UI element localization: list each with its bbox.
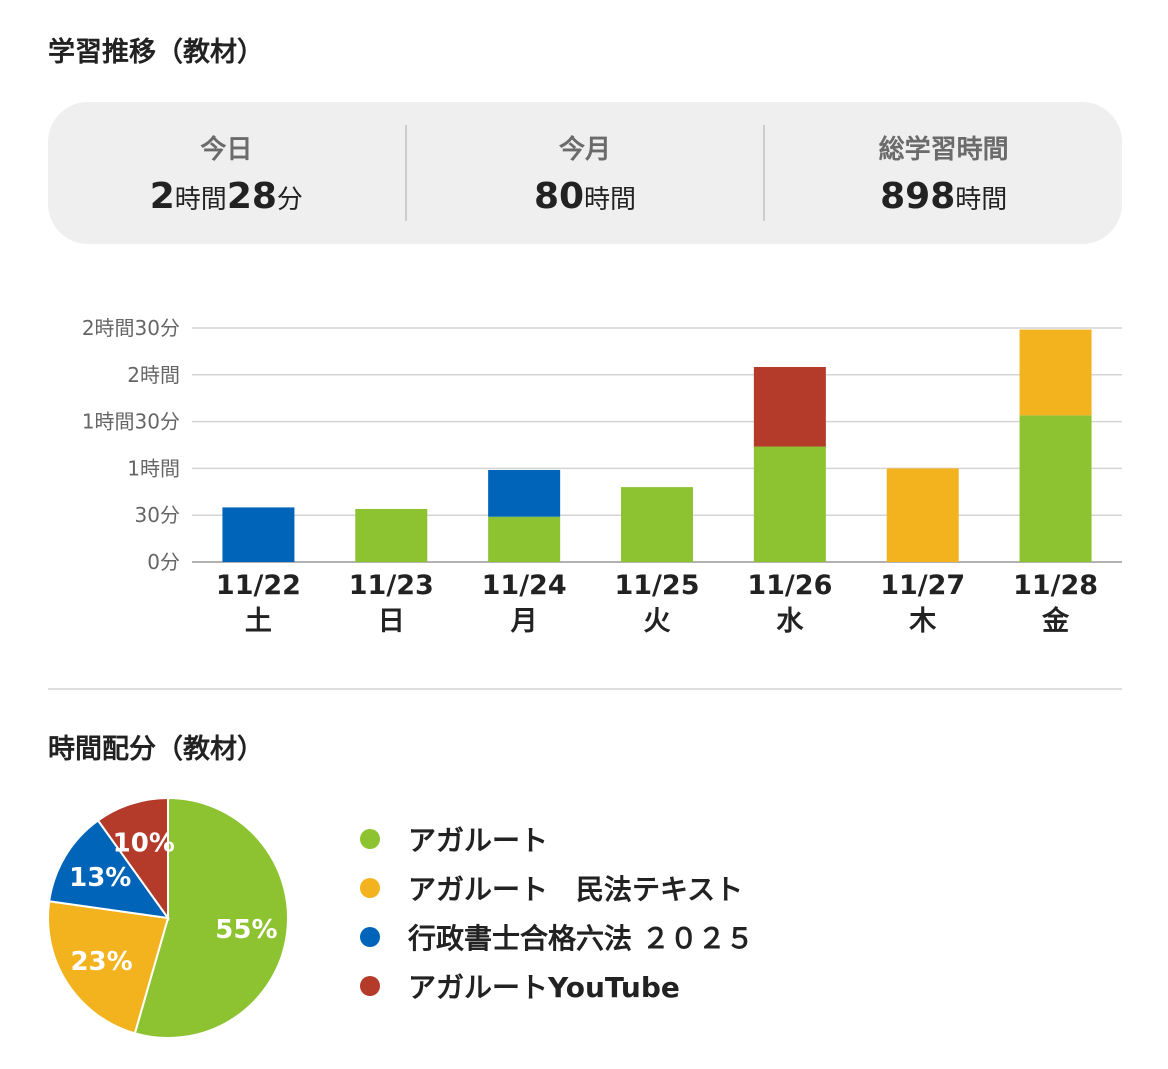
trend-title: 学習推移（教材）	[48, 37, 264, 68]
bar-segment	[488, 516, 561, 562]
stat-month-value: 80時間	[534, 176, 636, 217]
x-tick-weekday: 金	[1041, 605, 1070, 637]
stat-total-hours: 898	[880, 176, 956, 217]
bar-segment	[1019, 329, 1092, 416]
summary-panel: 今日 2時間28分 今月 80時間 総学習時間 898時間	[48, 102, 1122, 244]
x-tick-date: 11/24	[482, 570, 567, 601]
pie-slice	[133, 796, 289, 1039]
stat-today: 今日 2時間28分	[48, 125, 405, 221]
legend-label: アガルート 民法テキスト	[408, 872, 744, 906]
y-tick-label: 30分	[135, 503, 180, 527]
legend-color-dot	[360, 877, 380, 898]
x-tick-weekday: 火	[644, 606, 671, 637]
legend-item: アガルート	[360, 814, 754, 863]
x-axis-ticks: 11/22 土 11/23 日 11/24 月 11/25 火 11/26 水 11/27 木 11/2…	[216, 570, 1098, 637]
stat-today-hours: 2	[149, 176, 175, 217]
stat-total-label: 総学習時間	[878, 135, 1009, 165]
legend-label: アガルート	[408, 823, 549, 857]
y-tick-label: 1時間30分	[82, 410, 180, 434]
pie-legend: アガルートアガルート 民法テキスト 行政書士合格六法 ２０２５ アガルートYouTu…	[360, 814, 754, 1010]
y-tick-label: 2時間30分	[82, 316, 180, 340]
pie-slice	[96, 796, 169, 922]
stat-today-minutes: 28	[226, 176, 277, 217]
bar-segment	[886, 468, 959, 562]
stat-month-label: 今月	[559, 135, 612, 165]
stat-today-value: 2時間28分	[150, 176, 303, 217]
legend-color-dot	[360, 975, 380, 996]
x-tick-date: 11/27	[880, 570, 965, 601]
allocation-title: 時間配分（教材）	[48, 734, 264, 765]
pie-slice-label: 10%	[113, 829, 175, 859]
pie-slices	[47, 796, 289, 1039]
x-tick-date: 11/22	[216, 570, 301, 601]
bar-segment	[621, 487, 693, 562]
pie-slice-label: 13%	[69, 863, 131, 893]
stat-today-hours-unit: 時間	[174, 185, 227, 215]
bar-segment	[753, 446, 826, 562]
bars	[222, 329, 1092, 562]
grid-lines	[192, 327, 1122, 563]
pie-slice-label: 23%	[70, 947, 132, 977]
y-axis-ticks: 0分 30分 1時間 1時間30分 2時間 2時間30分	[82, 316, 180, 574]
legend-label: アガルートYouTube	[408, 970, 680, 1004]
bar-segment	[222, 507, 295, 562]
stat-month-hours-unit: 時間	[584, 185, 637, 215]
legend-color-dot	[360, 926, 380, 947]
stat-today-label: 今日	[200, 135, 253, 165]
bar-segment	[488, 469, 561, 517]
stat-total-hours-unit: 時間	[955, 185, 1008, 215]
x-tick-weekday: 土	[245, 606, 272, 637]
legend-item: 行政書士合格六法 ２０２５	[360, 912, 754, 961]
stat-total: 総学習時間 898時間	[763, 125, 1122, 221]
bar-segment	[1019, 415, 1092, 562]
section-divider	[48, 688, 1122, 690]
stat-today-minutes-unit: 分	[276, 185, 303, 215]
pie-labels: 55% 23% 13% 10%	[69, 829, 277, 978]
stat-month: 今月 80時間	[404, 125, 764, 221]
stat-month-hours: 80	[533, 176, 585, 217]
legend-item: アガルートYouTube	[360, 961, 754, 1010]
pie-slice	[48, 819, 171, 920]
x-tick-weekday: 日	[378, 606, 405, 637]
legend-item: アガルート 民法テキスト	[360, 863, 754, 912]
x-tick-weekday: 水	[776, 606, 804, 637]
y-tick-label: 1時間	[127, 456, 180, 480]
x-tick-date: 11/26	[747, 570, 832, 601]
pie-slice	[47, 900, 170, 1035]
stat-total-value: 898時間	[880, 176, 1007, 217]
x-tick-weekday: 木	[908, 606, 936, 637]
x-tick-date: 11/28	[1013, 570, 1098, 601]
pie-slice-label: 55%	[215, 915, 277, 945]
legend-color-dot	[360, 828, 380, 849]
x-tick-date: 11/23	[349, 570, 434, 601]
x-tick-date: 11/25	[614, 570, 699, 601]
legend-label: 行政書士合格六法 ２０２５	[408, 921, 754, 955]
bar-segment	[355, 508, 428, 562]
y-tick-label: 2時間	[127, 363, 180, 387]
allocation-pie-chart: 55% 23% 13% 10%	[47, 796, 289, 1039]
y-tick-label: 0分	[147, 550, 180, 574]
bar-segment	[753, 367, 826, 447]
x-tick-weekday: 月	[510, 606, 538, 637]
